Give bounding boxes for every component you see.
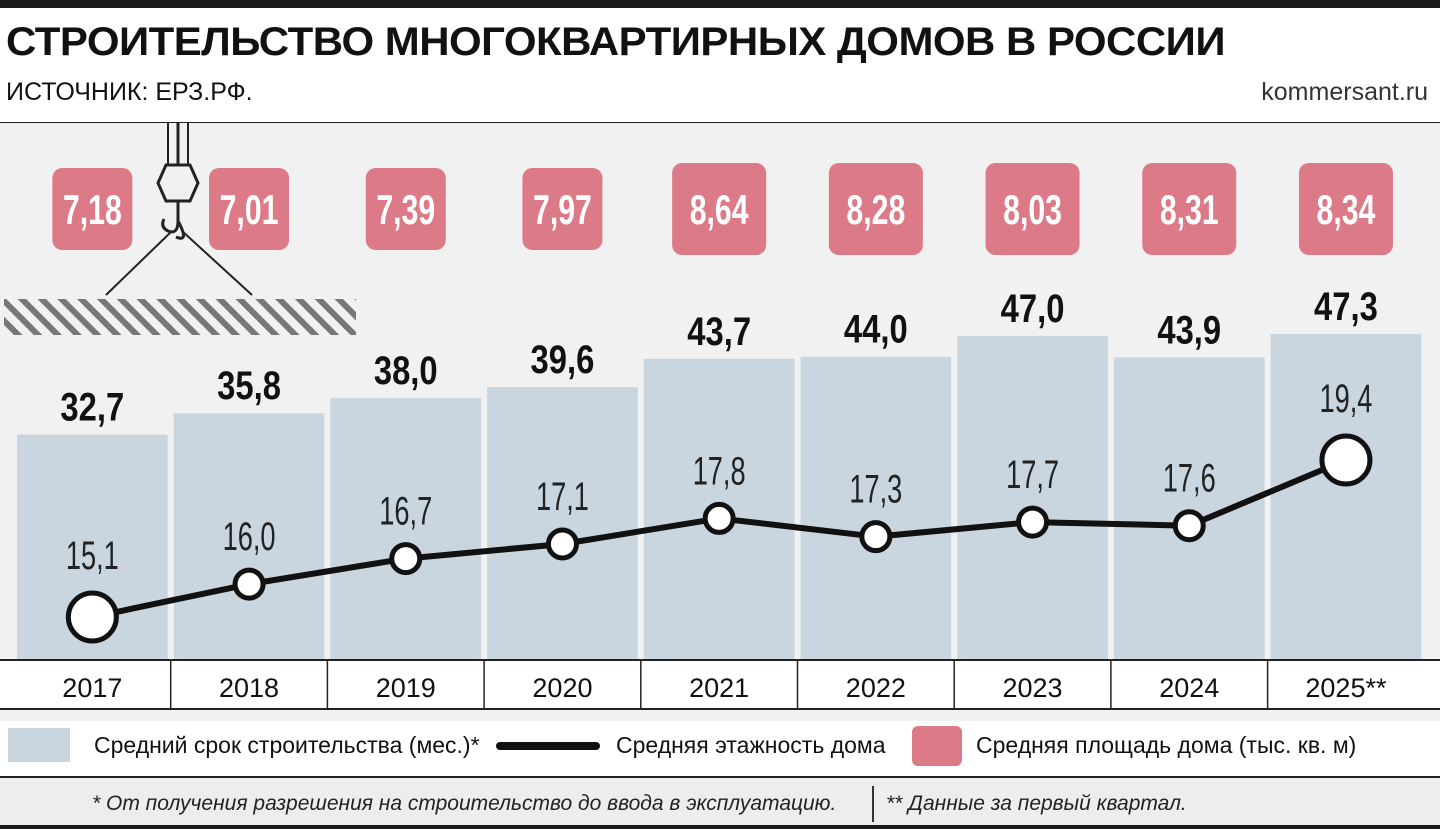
area-value-label-2022: 8,28 bbox=[846, 186, 905, 233]
bar-value-label-2023: 47,0 bbox=[1001, 286, 1065, 331]
bar-2019 bbox=[330, 398, 482, 660]
bar-value-label-2025**: 47,3 bbox=[1314, 284, 1378, 329]
site-credit: kommersant.ru bbox=[1261, 78, 1428, 106]
x-tick-label-2025**: 2025** bbox=[1305, 673, 1387, 703]
area-badge-2020 bbox=[522, 168, 603, 250]
floors-value-label-2024: 17,6 bbox=[1163, 457, 1216, 501]
floors-point-2021 bbox=[702, 501, 736, 535]
floors-value-label-2021: 17,8 bbox=[693, 449, 746, 493]
area-badge-2022 bbox=[828, 163, 923, 255]
legend-area-label: Средняя площадь дома (тыс. кв. м) bbox=[976, 732, 1357, 758]
area-value-label-2025**: 8,34 bbox=[1317, 186, 1376, 233]
legend-bar-label: Средний срок строительства (мес.)* bbox=[94, 732, 480, 758]
bar-value-label-2020: 39,6 bbox=[531, 337, 595, 382]
area-value-label-2017: 7,18 bbox=[63, 186, 122, 233]
area-badge-2017 bbox=[52, 168, 133, 250]
area-badge-2024 bbox=[1142, 163, 1237, 255]
floors-point-2024 bbox=[1172, 509, 1206, 543]
chart-svg: 32,7 35,8 38,0 39,6 43,7 44,0 47,0 43,9 47,3 15,… bbox=[0, 123, 1440, 710]
bar-2024 bbox=[1113, 357, 1265, 660]
bar-2025** bbox=[1270, 334, 1422, 660]
area-value-label-2020: 7,97 bbox=[533, 186, 592, 233]
area-badge-2023 bbox=[985, 163, 1080, 255]
x-tick-label-2019: 2019 bbox=[376, 673, 436, 703]
floors-value-label-2023: 17,7 bbox=[1006, 453, 1059, 497]
bottom-rule bbox=[0, 825, 1440, 829]
top-rule bbox=[0, 0, 1440, 8]
x-tick-label-2022: 2022 bbox=[846, 673, 906, 703]
bar-value-label-2021: 43,7 bbox=[687, 309, 751, 354]
floors-point-2018 bbox=[232, 567, 266, 601]
bar-value-label-2017: 32,7 bbox=[60, 385, 124, 430]
footnote-separator bbox=[872, 786, 874, 822]
floors-value-label-2020: 17,1 bbox=[536, 475, 589, 519]
bar-value-label-2019: 38,0 bbox=[374, 348, 438, 393]
floors-point-2023 bbox=[1016, 505, 1050, 539]
x-tick-label-2023: 2023 bbox=[1003, 673, 1063, 703]
floors-value-label-2019: 16,7 bbox=[379, 489, 432, 533]
area-value-label-2021: 8,64 bbox=[690, 186, 749, 233]
x-tick-label-2018: 2018 bbox=[219, 673, 279, 703]
x-tick-label-2017: 2017 bbox=[62, 673, 122, 703]
area-value-label-2019: 7,39 bbox=[376, 186, 435, 233]
footnotes: * От получения разрешения на строительст… bbox=[0, 776, 1440, 828]
floors-value-label-2025**: 19,4 bbox=[1319, 377, 1372, 421]
legend: Средний срок строительства (мес.)* Средн… bbox=[0, 720, 1440, 772]
bar-2018 bbox=[173, 413, 325, 660]
legend-line-swatch bbox=[496, 742, 600, 750]
bar-value-label-2018: 35,8 bbox=[217, 363, 281, 408]
footnote-1: * От получения разрешения на строительст… bbox=[92, 792, 837, 815]
floors-point-2019 bbox=[389, 542, 423, 576]
floors-point-2017 bbox=[65, 590, 119, 644]
legend-bar-swatch bbox=[8, 728, 70, 762]
area-badge-2018 bbox=[209, 168, 290, 250]
bar-value-label-2024: 43,9 bbox=[1157, 307, 1221, 352]
bar-value-label-2022: 44,0 bbox=[844, 307, 908, 352]
chart-title: СТРОИТЕЛЬСТВО МНОГОКВАРТИРНЫХ ДОМОВ В РО… bbox=[6, 20, 1226, 64]
area-value-label-2024: 8,31 bbox=[1160, 186, 1219, 233]
legend-area-swatch bbox=[912, 726, 962, 766]
floors-value-label-2017: 15,1 bbox=[66, 534, 119, 578]
area-badge-2021 bbox=[672, 163, 767, 255]
crane-hook-icon bbox=[4, 123, 356, 335]
x-tick-label-2020: 2020 bbox=[532, 673, 592, 703]
x-tick-label-2024: 2024 bbox=[1159, 673, 1219, 703]
area-value-label-2023: 8,03 bbox=[1003, 186, 1062, 233]
chart-area: 32,7 35,8 38,0 39,6 43,7 44,0 47,0 43,9 47,3 15,… bbox=[0, 122, 1440, 721]
floors-value-label-2018: 16,0 bbox=[223, 515, 276, 559]
floors-point-2022 bbox=[859, 520, 893, 554]
area-badge-2025** bbox=[1298, 163, 1393, 255]
floors-value-label-2022: 17,3 bbox=[849, 468, 902, 512]
floors-point-2025** bbox=[1319, 433, 1373, 487]
footnote-2: ** Данные за первый квартал. bbox=[886, 792, 1187, 815]
legend-line-label: Средняя этажность дома bbox=[616, 732, 886, 758]
bar-2020 bbox=[487, 387, 638, 660]
area-value-label-2018: 7,01 bbox=[220, 186, 279, 233]
bar-2022 bbox=[800, 356, 952, 660]
source-line: ИСТОЧНИК: ЕРЗ.РФ. bbox=[6, 78, 253, 106]
x-axis-band bbox=[0, 661, 1440, 709]
area-badge-2019 bbox=[365, 168, 446, 250]
x-tick-label-2021: 2021 bbox=[689, 673, 749, 703]
floors-point-2020 bbox=[545, 527, 579, 561]
bar-2023 bbox=[957, 336, 1108, 660]
